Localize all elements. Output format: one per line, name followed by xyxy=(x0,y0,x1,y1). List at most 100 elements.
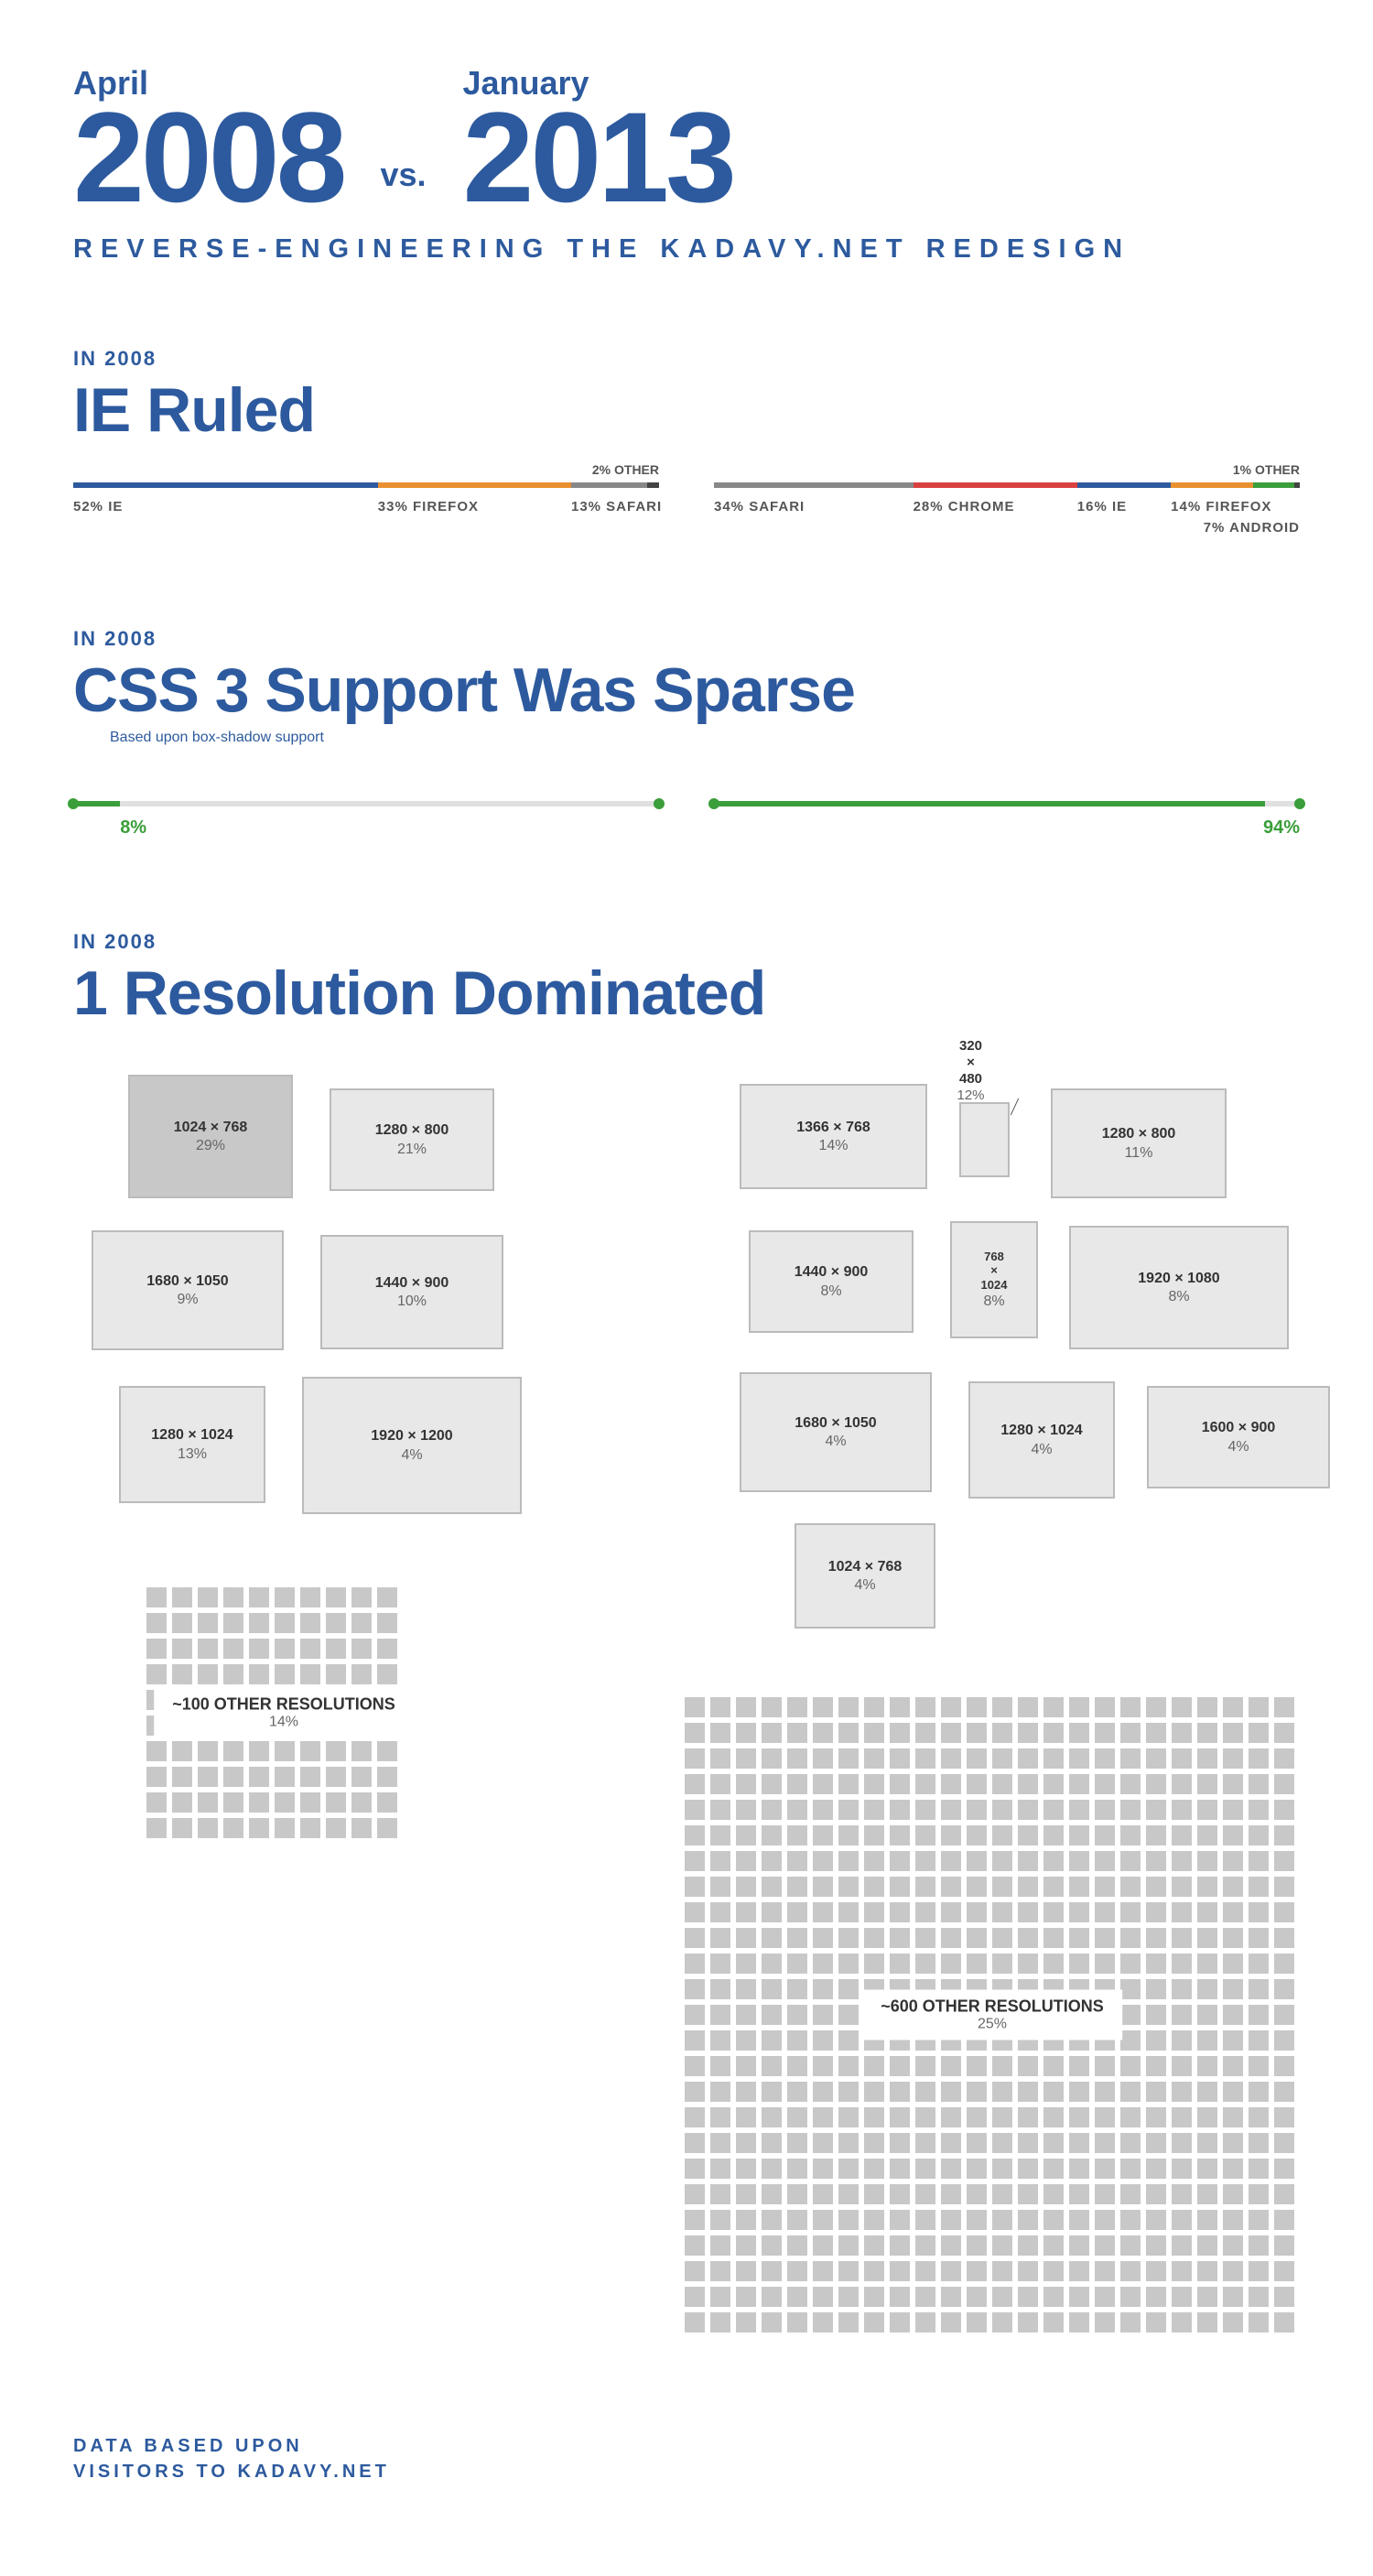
grid-square xyxy=(838,1954,859,1974)
grid-square xyxy=(1274,1825,1294,1845)
grid-square xyxy=(249,1664,269,1684)
grid-square xyxy=(1274,1902,1294,1922)
grid-square xyxy=(967,1902,987,1922)
grid-square xyxy=(736,1697,756,1717)
grid-square xyxy=(172,1639,192,1659)
grid-square xyxy=(813,1723,833,1743)
grid-square xyxy=(915,2133,935,2153)
grid-square xyxy=(1197,1723,1217,1743)
grid-square xyxy=(1197,1928,1217,1948)
grid-square xyxy=(992,1902,1012,1922)
grid-square xyxy=(890,1928,910,1948)
grid-square xyxy=(967,2312,987,2332)
dot-icon xyxy=(708,798,719,809)
grid-square xyxy=(223,1587,243,1607)
grid-square xyxy=(1274,2056,1294,2076)
grid-square xyxy=(1172,1774,1192,1794)
grid-square xyxy=(838,1800,859,1820)
grid-square xyxy=(1120,2312,1141,2332)
grid-square xyxy=(736,1877,756,1897)
grid-square xyxy=(1249,1979,1269,1999)
grid-square xyxy=(967,1928,987,1948)
grid-square xyxy=(300,1639,320,1659)
grid-square xyxy=(1069,2133,1089,2153)
bar-label-firefox: 14% FIREFOX xyxy=(1171,499,1253,514)
grid-square xyxy=(1120,1851,1141,1871)
grid-square xyxy=(787,1697,807,1717)
bar-segment-ie xyxy=(73,482,378,488)
grid-square xyxy=(710,1877,730,1897)
grid-square xyxy=(1172,2159,1192,2179)
res-box: 1024 × 76829% xyxy=(128,1075,293,1198)
grid-square xyxy=(1018,1800,1038,1820)
grid-square xyxy=(326,1792,346,1813)
grid-square xyxy=(813,2210,833,2230)
grid-square xyxy=(1146,1800,1166,1820)
grid-square xyxy=(1249,2005,1269,2025)
grid-square xyxy=(915,1928,935,1948)
grid-square xyxy=(1172,1800,1192,1820)
grid-square xyxy=(992,1800,1012,1820)
bar-segment-firefox xyxy=(378,482,571,488)
res-title: 1 Resolution Dominated xyxy=(73,958,1300,1029)
grid-square xyxy=(1069,1800,1089,1820)
grid-square xyxy=(351,1818,372,1838)
grid-square xyxy=(890,1723,910,1743)
grid-square xyxy=(1095,2107,1115,2127)
res-boxes-right: 1366 × 76814%320×48012%1280 × 80011%1440… xyxy=(685,1075,1300,1661)
grid-square xyxy=(1249,2235,1269,2256)
grid-square xyxy=(1095,1800,1115,1820)
grid-square xyxy=(813,2082,833,2102)
header-dates: April 2008 vs. January 2013 xyxy=(73,64,1300,222)
grid-square xyxy=(710,1748,730,1769)
grid-square xyxy=(787,1928,807,1948)
res-box-name: 1366 × 768 xyxy=(796,1119,870,1136)
res-box-pct: 4% xyxy=(1031,1442,1052,1458)
grid-square xyxy=(967,2184,987,2204)
grid-square xyxy=(736,1723,756,1743)
grid-square xyxy=(1095,2210,1115,2230)
footer-line2: VISITORS TO KADAVY.NET xyxy=(73,2459,1300,2484)
grid-square xyxy=(198,1639,218,1659)
grid-square xyxy=(1249,1723,1269,1743)
grid-square xyxy=(1018,1774,1038,1794)
grid-square xyxy=(967,1825,987,1845)
grid-square xyxy=(1095,1825,1115,1845)
res-box-pct: 13% xyxy=(178,1446,207,1463)
grid-square xyxy=(992,2261,1012,2281)
grid-square xyxy=(1069,2159,1089,2179)
grid-square xyxy=(146,1664,167,1684)
grid-square xyxy=(941,1877,961,1897)
grid-square xyxy=(915,2056,935,2076)
grid-square xyxy=(1069,2107,1089,2127)
grid-square xyxy=(1197,1851,1217,1871)
grid-square xyxy=(1043,1774,1064,1794)
grid-square xyxy=(1120,1954,1141,1974)
grid-square xyxy=(1172,2056,1192,2076)
grid-square xyxy=(864,2056,884,2076)
grid-square xyxy=(864,2107,884,2127)
grid-square xyxy=(1274,1877,1294,1897)
grid-square xyxy=(685,2133,705,2153)
grid-square xyxy=(1274,2261,1294,2281)
grid-square xyxy=(172,1664,192,1684)
grid-square xyxy=(736,2005,756,2025)
grid-square xyxy=(1018,2107,1038,2127)
grid-square xyxy=(198,1664,218,1684)
browsers-in-label: IN 2008 xyxy=(73,347,1300,371)
grid-square xyxy=(864,1825,884,1845)
grid-square xyxy=(685,2287,705,2307)
grid-square xyxy=(1120,2056,1141,2076)
grid-square xyxy=(1120,2184,1141,2204)
res-box-pct: 21% xyxy=(397,1142,427,1158)
grid-square xyxy=(992,1748,1012,1769)
grid-square xyxy=(1146,2287,1166,2307)
grid-square xyxy=(941,2184,961,2204)
grid-square xyxy=(736,2030,756,2051)
grid-square xyxy=(710,1723,730,1743)
grid-square xyxy=(1223,2082,1243,2102)
grid-square xyxy=(1223,2005,1243,2025)
grid-square xyxy=(838,2005,859,2025)
grid-square xyxy=(326,1741,346,1761)
grid-square xyxy=(1274,2082,1294,2102)
